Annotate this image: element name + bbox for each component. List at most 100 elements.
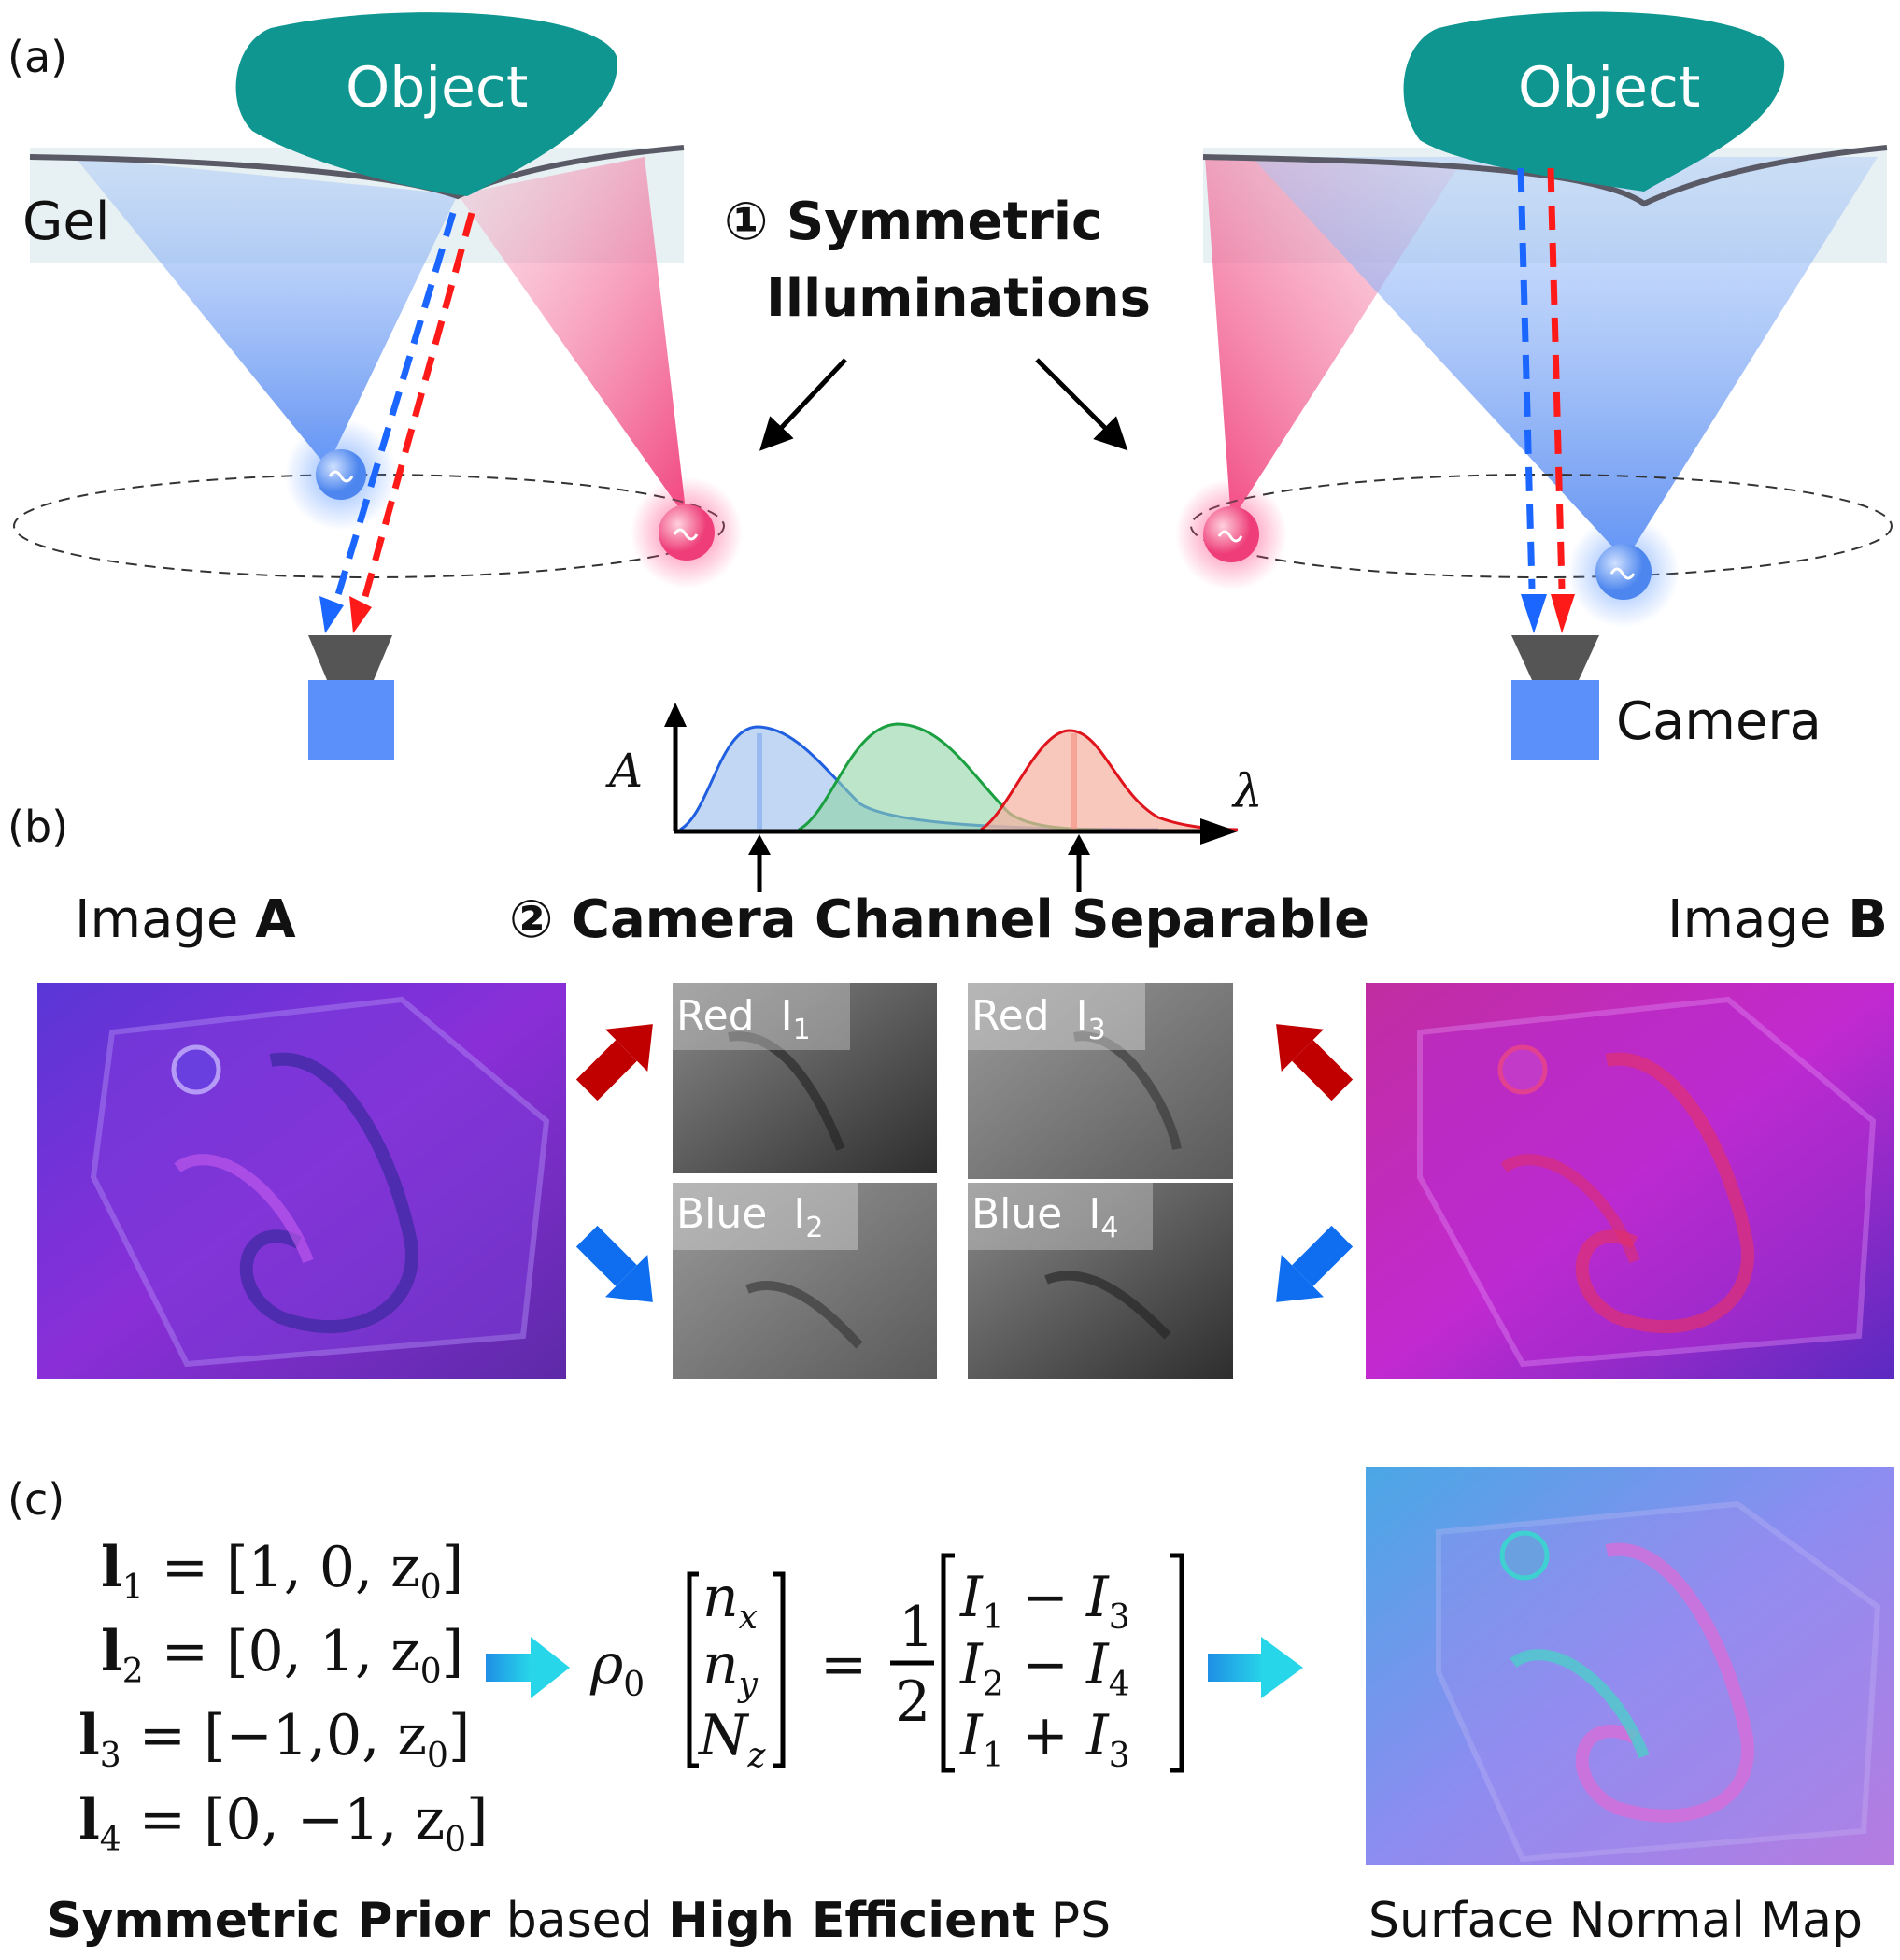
channel-sub: 3: [1087, 1013, 1106, 1046]
fraction-numerator: 1: [899, 1595, 935, 1660]
surface-normal-map-image: [1366, 1467, 1894, 1865]
channel-name: Red: [971, 992, 1050, 1040]
light-symbol: l: [78, 1703, 100, 1768]
normal-vector-y: ny: [702, 1637, 758, 1702]
i-sym: I: [1086, 1632, 1109, 1697]
vec-sub: x: [738, 1598, 758, 1637]
light-rhs: = [1, 0, z: [161, 1535, 420, 1600]
z-sub: 0: [419, 1569, 442, 1607]
light-sub: 3: [99, 1737, 121, 1775]
intensity-row-2: I2 − I4: [960, 1637, 1130, 1702]
i-sym: I: [1086, 1703, 1109, 1768]
channel-label-2: Blue I2: [676, 1194, 823, 1243]
i-sym: I: [960, 1565, 983, 1630]
image-b-label: Image B: [1667, 894, 1888, 946]
i-sub: 3: [1108, 1737, 1130, 1775]
spectrum-x-label: λ: [1233, 764, 1263, 818]
object-right: [1403, 11, 1785, 192]
gel-surface-right: [1202, 145, 1888, 207]
light-rhs: = [0, 1, z: [161, 1619, 420, 1684]
vec-sym: n: [702, 1565, 739, 1630]
i-sym: I: [960, 1703, 983, 1768]
object-left: [235, 12, 617, 196]
rho-sub: 0: [623, 1666, 645, 1704]
equals-sign: =: [820, 1632, 868, 1697]
right-setup: [1175, 11, 1893, 760]
step1-text-1: Symmetric: [786, 192, 1103, 252]
light-eq-1: l1 = [1, 0, z0]: [101, 1540, 463, 1605]
channel-label-4: Blue I4: [971, 1194, 1118, 1243]
object-label-right: Object: [1518, 55, 1701, 121]
camera-lens-right: [1511, 635, 1599, 680]
bracket-close: ]: [441, 1619, 464, 1684]
blue-beam-left: [75, 157, 458, 467]
blue-peak-arrow: [748, 834, 771, 855]
bracket-close: ]: [441, 1535, 464, 1600]
panel-label-b: (b): [7, 802, 69, 852]
normal-vector-z: Nz: [699, 1708, 765, 1773]
red-ray-left: [356, 212, 475, 618]
z-sub: 0: [419, 1653, 442, 1691]
caption-bold-1: Symmetric Prior: [47, 1893, 491, 1949]
light-symbol: l: [101, 1535, 122, 1600]
i-sub: 4: [1108, 1666, 1130, 1704]
caption-normal-2: PS: [1035, 1893, 1112, 1949]
image-b-letter: B: [1848, 889, 1888, 950]
normal-vector-x: nx: [702, 1569, 758, 1635]
step2-text: Camera Channel Separable: [571, 889, 1370, 950]
image-b-prefix: Image: [1667, 889, 1849, 950]
vec-sym: n: [702, 1632, 739, 1697]
caption-bold-2: High Efficient: [668, 1893, 1036, 1949]
red-peak-arrow: [1068, 834, 1090, 855]
rho: ρ: [590, 1632, 624, 1697]
red-light-left: [659, 504, 715, 561]
spectrum-y-label: A: [609, 744, 644, 798]
normal-map-caption: Surface Normal Map: [1368, 1893, 1864, 1949]
blue-ray-left: [328, 211, 457, 618]
channel-sub: 1: [792, 1013, 811, 1046]
z-sub: 0: [426, 1737, 448, 1775]
bracket-close: ]: [447, 1703, 471, 1768]
step1-number: ①: [724, 192, 769, 252]
i-sym: I: [1086, 1565, 1109, 1630]
image-b: [1366, 983, 1894, 1379]
caption-normal-1: based: [490, 1893, 669, 1949]
light-rhs: = [−1,0, z: [138, 1703, 427, 1768]
step2-number: ②: [509, 889, 554, 950]
op: +: [1003, 1703, 1087, 1768]
op: −: [1003, 1632, 1087, 1697]
channel-sub: 2: [805, 1211, 824, 1244]
red-arrow-left: [575, 1024, 653, 1101]
light-rhs: = [0, −1, z: [138, 1787, 446, 1853]
light-sub: 2: [121, 1653, 144, 1691]
blue-light-right: [1595, 544, 1652, 600]
channel-symbol: I: [793, 1190, 806, 1238]
object-label-left: Object: [346, 55, 529, 121]
panel-label-a: (a): [7, 32, 68, 82]
camera-body-left: [308, 680, 394, 760]
camera-label: Camera: [1616, 691, 1822, 752]
light-eq-3: l3 = [−1,0, z0]: [78, 1708, 470, 1773]
vec-sub: z: [747, 1737, 766, 1775]
red-ray-right: [1547, 167, 1566, 589]
rho-symbol: ρ0: [590, 1637, 645, 1702]
blue-ray-right: [1517, 167, 1536, 589]
orbit-right: [1190, 474, 1893, 578]
blue-arrow-right: [1276, 1225, 1354, 1302]
method-caption: Symmetric Prior based High Efficient PS: [47, 1896, 1111, 1945]
channel-name: Blue: [676, 1190, 768, 1238]
panel-label-c: (c): [7, 1474, 65, 1525]
channel-blue-4: [968, 1183, 1233, 1379]
blue-beam-right: [1252, 157, 1878, 561]
i-sub: 3: [1108, 1598, 1130, 1637]
red-spectrum-curve: [980, 729, 1239, 831]
i-sub: 2: [982, 1666, 1004, 1704]
channel-sub: 4: [1100, 1211, 1119, 1244]
red-light-right: [1203, 506, 1259, 562]
cyan-arrow-1: [486, 1637, 570, 1698]
channel-symbol: I: [1075, 992, 1088, 1040]
pointer-arrow-right: [1035, 358, 1128, 451]
i-sub: 1: [982, 1598, 1004, 1637]
red-beam-left: [458, 157, 687, 518]
math-brackets: [687, 1553, 1184, 1773]
